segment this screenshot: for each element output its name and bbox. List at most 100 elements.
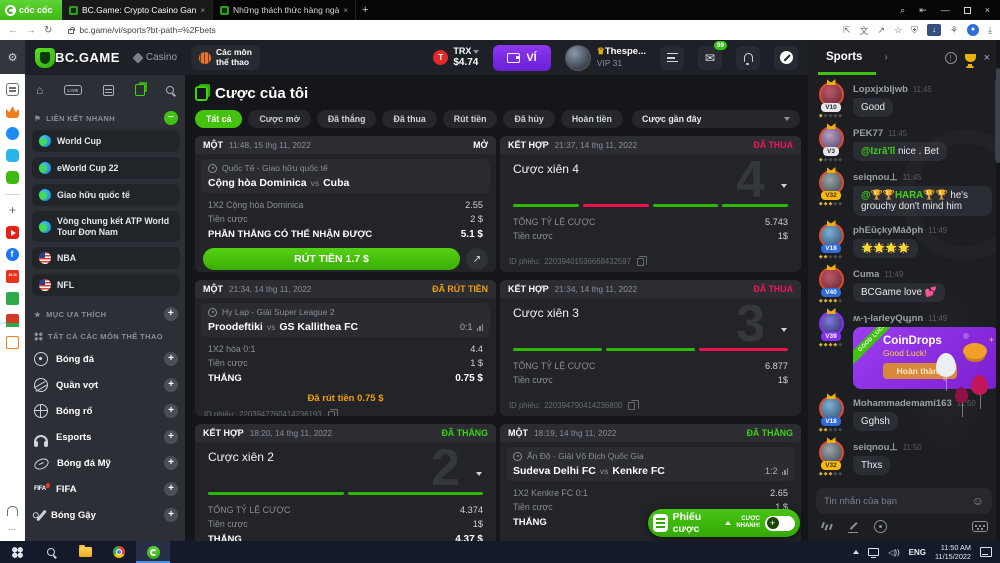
- coin-rain-icon[interactable]: [820, 520, 833, 533]
- chat-username[interactable]: Mohammademami163: [853, 398, 952, 409]
- tip-coin-icon[interactable]: [874, 520, 887, 533]
- notification-bell-icon[interactable]: ⚘: [949, 24, 959, 35]
- sidebar-item-eworld-cup[interactable]: eWorld Cup 22: [32, 157, 180, 179]
- network-icon[interactable]: [868, 548, 880, 558]
- shield-icon[interactable]: ⛨: [911, 24, 918, 35]
- chat-username[interactable]: Lopxjxbljwb: [853, 84, 908, 95]
- copy-icon[interactable]: [636, 255, 648, 266]
- sidebar-item-cricket[interactable]: Bóng Gậy +: [32, 502, 180, 528]
- chat-username[interactable]: seiqnou⊥: [853, 442, 898, 453]
- browser-tab-active[interactable]: BC.Game: Crypto Casino Gan ×: [62, 0, 213, 20]
- action-center-icon[interactable]: [980, 547, 992, 557]
- tab-pin-icon[interactable]: ⇤: [919, 4, 927, 15]
- file-explorer-button[interactable]: [68, 541, 102, 563]
- sidebar-item-nba[interactable]: NBA: [32, 247, 180, 270]
- share-button[interactable]: ↗: [466, 248, 488, 270]
- sidebar-item-tennis[interactable]: Quần vợt +: [32, 372, 180, 398]
- language-indicator[interactable]: ENG: [908, 547, 927, 557]
- chat-room-tab[interactable]: Sports: [818, 40, 877, 75]
- taskbar-clock[interactable]: 11:50 AM 11/15/2022: [935, 543, 971, 562]
- tab-close-icon[interactable]: ×: [343, 5, 349, 15]
- betslip-button[interactable]: Phiếu cược CƯỢC NHANH!: [648, 509, 800, 537]
- chat-username[interactable]: seiqnou⊥: [853, 172, 898, 183]
- sidebar-item-atp-finals[interactable]: Vòng chung kết ATP World Tour Đơn Nam: [32, 211, 180, 243]
- mail-button[interactable]: ✉ 99: [698, 40, 727, 70]
- chat-username[interactable]: Cuma: [853, 269, 880, 280]
- sidebar-item-friendlies[interactable]: Giao hữu quốc tế: [32, 184, 180, 206]
- filter-all[interactable]: Tất cả: [195, 110, 243, 128]
- chat-toggle-button[interactable]: [774, 45, 798, 70]
- browser-profile-avatar[interactable]: ●: [967, 24, 980, 36]
- chat-input[interactable]: [824, 495, 972, 507]
- gif-keyboard-icon[interactable]: [972, 521, 988, 532]
- browser-tab[interactable]: Những thách thức hàng ngà ×: [213, 0, 357, 20]
- expand-icon[interactable]: +: [164, 404, 178, 419]
- cashout-button[interactable]: RÚT TIỀN 1.7 $: [203, 248, 460, 270]
- copy-icon[interactable]: [628, 399, 639, 410]
- window-minimize-button[interactable]: —: [940, 5, 950, 15]
- emoji-icon[interactable]: ☺: [971, 494, 984, 508]
- expand-icon[interactable]: +: [164, 482, 178, 497]
- expand-icon[interactable]: +: [164, 352, 178, 367]
- reading-list-icon[interactable]: [6, 83, 19, 96]
- cart-icon[interactable]: [6, 336, 19, 349]
- site-logo[interactable]: BC.GAME: [35, 47, 120, 68]
- chrome-button[interactable]: [102, 541, 136, 563]
- stats-icon[interactable]: [476, 323, 483, 331]
- download-active-icon[interactable]: ↓: [926, 24, 941, 36]
- tray-expand-icon[interactable]: [853, 550, 860, 554]
- collapse-button[interactable]: −: [164, 111, 178, 125]
- games-icon[interactable]: [6, 171, 19, 184]
- avatar[interactable]: [818, 223, 844, 248]
- youtube-icon[interactable]: [6, 226, 19, 239]
- strip-settings-button[interactable]: ⚙: [0, 40, 25, 74]
- chat-username[interactable]: ʍ-ɿ-larleyQɥɟnn: [853, 313, 924, 324]
- filter-refunded[interactable]: Hoàn tiền: [560, 110, 623, 128]
- copy-icon[interactable]: [327, 408, 339, 416]
- tab-search-icon[interactable]: ⌕: [900, 4, 906, 15]
- stats-icon[interactable]: [781, 467, 788, 475]
- filter-won[interactable]: Đã thắng: [316, 110, 377, 128]
- bookmark-star-icon[interactable]: ☆: [894, 24, 903, 35]
- back-icon[interactable]: ←: [8, 24, 18, 36]
- chat-rules-icon[interactable]: !: [944, 51, 957, 64]
- coindrops-card[interactable]: GOOD LUCK CoinDrops Good Luck! Hoàn thàn…: [853, 327, 999, 389]
- nav-sports[interactable]: Các môn thể thao: [191, 44, 260, 71]
- chevron-right-icon[interactable]: ›: [884, 52, 888, 63]
- coccoc-menu-button[interactable]: cốc cốc: [0, 0, 62, 20]
- quick-bet-toggle[interactable]: [765, 515, 795, 531]
- chevron-down-icon[interactable]: [781, 184, 787, 188]
- sort-dropdown[interactable]: Cược gần đây: [632, 110, 800, 128]
- sale-1511-icon[interactable]: [6, 270, 19, 283]
- expand-icon[interactable]: +: [164, 378, 178, 393]
- store-icon[interactable]: [6, 292, 19, 305]
- sidebar-item-world-cup[interactable]: World Cup: [32, 130, 180, 152]
- avatar[interactable]: [818, 440, 844, 465]
- facebook-icon[interactable]: [6, 248, 19, 261]
- strip-more-icon[interactable]: …: [7, 522, 18, 532]
- sidebar-item-esports[interactable]: Esports +: [32, 424, 180, 450]
- window-maximize-button[interactable]: [963, 6, 971, 14]
- draw-icon[interactable]: [847, 520, 860, 533]
- trophy-icon[interactable]: [964, 53, 976, 66]
- zalo-icon[interactable]: [6, 149, 19, 162]
- notifications-button[interactable]: [736, 45, 760, 70]
- match-box[interactable]: Quốc Tế - Giao hữu quốc tế Cộng hòa Domi…: [201, 159, 490, 193]
- start-button[interactable]: [0, 541, 34, 563]
- sidebar-item-basketball[interactable]: Bóng rổ +: [32, 398, 180, 424]
- chevron-down-icon[interactable]: [781, 328, 787, 332]
- page-scrollbar[interactable]: [996, 40, 1000, 541]
- match-box[interactable]: Hy Lạp - Giải Super League 2 Proodeftiki…: [201, 303, 490, 337]
- taskbar-search-button[interactable]: [34, 541, 68, 563]
- expand-icon[interactable]: +: [164, 430, 178, 445]
- strip-bell-icon[interactable]: [7, 506, 18, 516]
- add-favorite-button[interactable]: +: [164, 307, 178, 322]
- combo-header[interactable]: Cược xiên 4 4: [506, 151, 795, 209]
- reload-icon[interactable]: ↻: [44, 24, 53, 36]
- chevron-down-icon[interactable]: [476, 472, 482, 476]
- coccoc-taskbar-button[interactable]: [136, 541, 170, 563]
- send-to-device-icon[interactable]: ⇱: [842, 24, 851, 35]
- chat-mention[interactable]: @Izrā'īl: [861, 146, 896, 157]
- live-icon[interactable]: LIVE: [64, 85, 82, 95]
- downloads-tray-icon[interactable]: ⤓: [988, 24, 992, 35]
